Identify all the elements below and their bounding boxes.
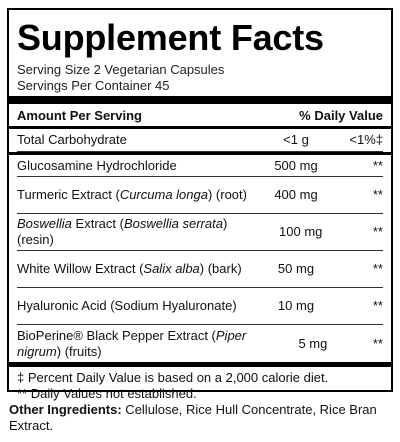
ingredient-row: Glucosamine Hydrochloride 500 mg ** xyxy=(17,155,383,177)
daily-value-footnote: ‡ Percent Daily Value is based on a 2,00… xyxy=(17,370,329,385)
nutrient-name: Total Carbohydrate xyxy=(17,132,127,147)
other-ingredients: Other Ingredients: Cellulose, Rice Hull … xyxy=(9,402,391,434)
ingredient-daily-value: ** xyxy=(372,187,383,202)
ingredient-amount: 5 mg xyxy=(298,335,328,351)
servings-per-container: Servings Per Container 45 xyxy=(17,78,170,93)
ingredient-row: White Willow Extract (Salix alba) (bark)… xyxy=(17,251,383,288)
ingredient-daily-value: ** xyxy=(372,157,383,173)
other-ingredients-label: Other Ingredients: xyxy=(9,402,122,417)
ingredient-row: Boswellia Extract (Boswellia serrata) (r… xyxy=(17,214,383,251)
ingredient-row: Hyaluronic Acid (Sodium Hyaluronate) 10 … xyxy=(17,288,383,325)
ingredient-amount: 100 mg xyxy=(279,224,323,239)
panel-title: Supplement Facts xyxy=(17,17,324,58)
ingredient-daily-value: ** xyxy=(372,224,383,239)
amount-per-serving-header: Amount Per Serving xyxy=(17,107,142,123)
ingredient-name: Glucosamine Hydrochloride xyxy=(17,157,177,173)
nutrient-amount: <1 g xyxy=(283,132,309,147)
serving-size: Serving Size 2 Vegetarian Capsules xyxy=(17,62,225,77)
ingredient-amount: 400 mg xyxy=(274,187,318,202)
ingredient-daily-value: ** xyxy=(372,261,383,276)
ingredient-name: Hyaluronic Acid (Sodium Hyaluronate) xyxy=(17,298,237,313)
nutrient-daily-value: <1%‡ xyxy=(349,132,383,147)
ingredient-amount: 500 mg xyxy=(274,157,318,173)
column-header-row: Amount Per Serving % Daily Value xyxy=(17,104,383,126)
section-divider xyxy=(9,152,391,155)
ingredient-name: White Willow Extract (Salix alba) (bark) xyxy=(17,261,242,276)
ingredient-name: Boswellia Extract (Boswellia serrata) (r… xyxy=(17,216,228,247)
ingredient-row: BioPerine® Black Pepper Extract (Piper n… xyxy=(17,325,383,362)
ingredient-row: Turmeric Extract (Curcuma longa) (root) … xyxy=(17,177,383,214)
other-ingredients-text: Cellulose, Rice Hull Concentrate, Rice B… xyxy=(9,402,377,433)
thick-divider xyxy=(9,96,391,104)
ingredient-daily-value: ** xyxy=(372,335,383,351)
supplement-facts-panel: Supplement Facts Serving Size 2 Vegetari… xyxy=(7,8,393,401)
bottom-divider xyxy=(9,362,391,367)
ingredient-amount: 50 mg xyxy=(277,261,315,276)
daily-value-header: % Daily Value xyxy=(299,107,383,123)
not-established-footnote: ** Daily Values not established. xyxy=(17,386,197,401)
nutrient-row: Total Carbohydrate <1 g <1%‡ xyxy=(17,129,383,152)
ingredient-name: BioPerine® Black Pepper Extract (Piper n… xyxy=(17,327,247,359)
ingredient-name: Turmeric Extract (Curcuma longa) (root) xyxy=(17,187,247,202)
footnotes: ‡ Percent Daily Value is based on a 2,00… xyxy=(17,370,383,402)
ingredient-amount: 10 mg xyxy=(277,298,315,313)
ingredient-daily-value: ** xyxy=(372,298,383,313)
header-divider xyxy=(9,126,391,129)
